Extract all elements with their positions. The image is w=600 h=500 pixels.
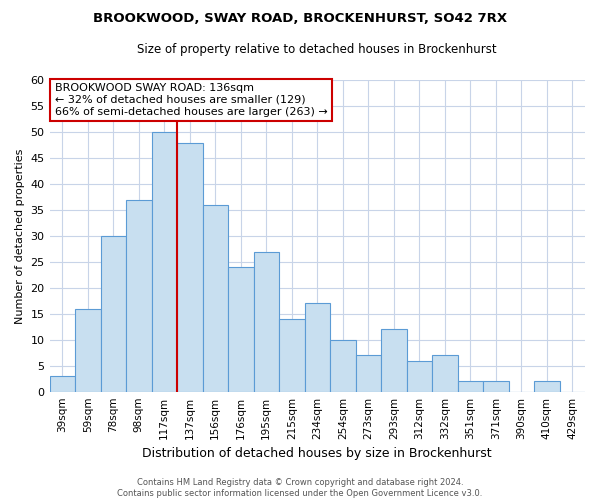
Bar (305, 304, 330, 392)
Y-axis label: Number of detached properties: Number of detached properties (15, 148, 25, 324)
Bar (534, 382, 560, 392)
Bar (254, 252, 279, 392)
Bar (330, 340, 356, 392)
Text: Contains HM Land Registry data © Crown copyright and database right 2024.
Contai: Contains HM Land Registry data © Crown c… (118, 478, 482, 498)
Bar (75, 308, 101, 392)
X-axis label: Distribution of detached houses by size in Brockenhurst: Distribution of detached houses by size … (142, 447, 492, 460)
Bar (483, 382, 509, 392)
Bar (356, 356, 381, 392)
Bar (279, 319, 305, 392)
Bar (432, 356, 458, 392)
Bar (228, 267, 254, 392)
Text: BROOKWOOD SWAY ROAD: 136sqm
← 32% of detached houses are smaller (129)
66% of se: BROOKWOOD SWAY ROAD: 136sqm ← 32% of det… (55, 84, 328, 116)
Title: Size of property relative to detached houses in Brockenhurst: Size of property relative to detached ho… (137, 42, 497, 56)
Bar (152, 132, 177, 392)
Text: BROOKWOOD, SWAY ROAD, BROCKENHURST, SO42 7RX: BROOKWOOD, SWAY ROAD, BROCKENHURST, SO42… (93, 12, 507, 26)
Bar (458, 382, 483, 392)
Bar (101, 236, 126, 392)
Bar (381, 330, 407, 392)
Bar (50, 376, 75, 392)
Bar (407, 360, 432, 392)
Bar (126, 200, 152, 392)
Bar (177, 142, 203, 392)
Bar (203, 205, 228, 392)
